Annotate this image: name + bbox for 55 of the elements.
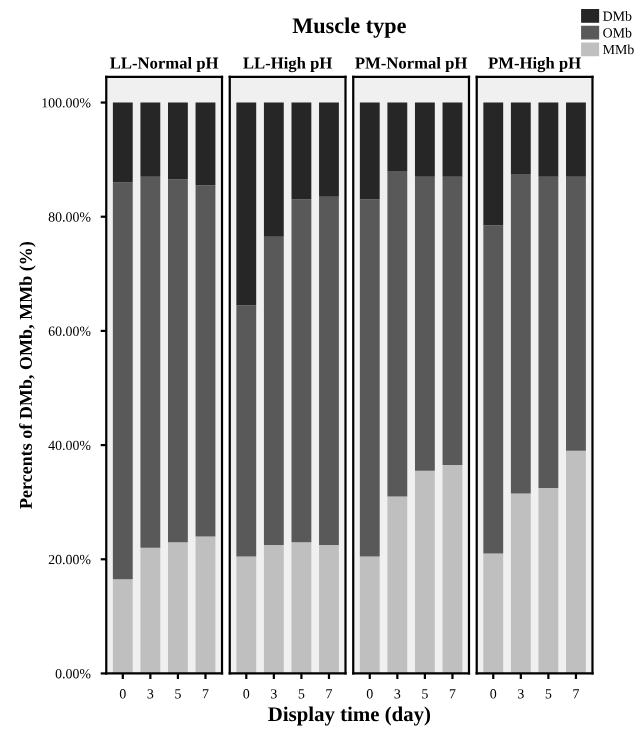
- bar: [483, 102, 504, 226]
- bar: [319, 196, 339, 545]
- y-axis-title: Percents of DMb, OMb, MMb (%): [19, 241, 36, 509]
- bar: [442, 102, 463, 177]
- bar: [442, 176, 463, 466]
- bar: [140, 547, 161, 674]
- bar: [510, 173, 531, 494]
- chart-title: PM-Normal pH: [355, 56, 468, 73]
- bar: [140, 102, 161, 177]
- bar: [195, 185, 216, 537]
- bar: [414, 102, 435, 177]
- bar: [236, 305, 257, 557]
- bar: [442, 465, 463, 674]
- bar: [483, 553, 504, 674]
- bar: [236, 556, 257, 674]
- bar: [319, 102, 339, 197]
- bar: [387, 496, 408, 674]
- bar: [510, 493, 531, 674]
- bar: [291, 199, 312, 543]
- x-axis-title: Display time (day): [268, 706, 431, 726]
- bar: [195, 102, 216, 186]
- bar: [168, 102, 188, 180]
- text: Muscle type: [292, 17, 406, 38]
- bar: [414, 176, 435, 471]
- bar: [538, 102, 559, 177]
- bar: [168, 179, 188, 543]
- bar: [112, 182, 133, 580]
- bar: [566, 102, 586, 177]
- bar: [387, 102, 408, 172]
- bar: [538, 176, 559, 488]
- bar: [236, 102, 257, 306]
- bar: [359, 102, 380, 200]
- bar: [359, 556, 380, 674]
- chart-title: PM-High pH: [488, 56, 581, 73]
- bar: [195, 536, 216, 674]
- bar: [510, 102, 531, 174]
- bar: [263, 102, 284, 237]
- bar: [414, 470, 435, 674]
- bar: [168, 542, 188, 674]
- bar: [140, 176, 161, 548]
- bar: [538, 487, 559, 674]
- bar: [319, 544, 339, 674]
- bar: [483, 225, 504, 554]
- bar: [112, 579, 133, 674]
- chart-title: LL-High pH: [243, 56, 333, 73]
- bar: [566, 450, 586, 674]
- bar: [263, 544, 284, 674]
- bar: [291, 542, 312, 674]
- bar: [263, 236, 284, 545]
- bar: [291, 102, 312, 200]
- chart-title: LL-Normal pH: [110, 56, 219, 73]
- bar: [387, 171, 408, 497]
- bar: [566, 176, 586, 451]
- bar: [112, 102, 133, 183]
- bar: [359, 199, 380, 557]
